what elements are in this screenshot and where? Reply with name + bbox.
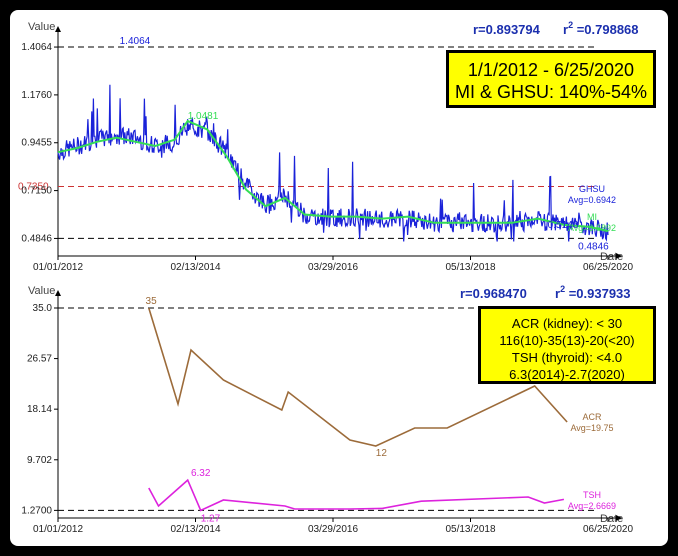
top-r-squared: r2 =0.798868 <box>563 20 639 37</box>
bottom-note-line-4: 6.3(2014)-2.7(2020) <box>509 367 625 382</box>
series-line-acr <box>148 307 568 447</box>
chart-frame: Value Date r=0.893794 r2 =0.798868 0.735… <box>10 10 668 546</box>
bottom-annotation-box: ACR (kidney): < 30 116(10)-35(13)-20(<20… <box>478 306 656 384</box>
y-tick-label: 1.1760 <box>21 90 52 101</box>
y-tick-label: 0.4846 <box>21 233 52 244</box>
series-avg-ghsu: Avg=0.6942 <box>568 195 616 205</box>
x-tick-label: 01/01/2012 <box>33 262 83 273</box>
tsh-min-label: 1.27 <box>201 513 221 524</box>
series-line-tsh <box>148 478 565 512</box>
y-axis-arrow <box>55 26 61 32</box>
y-tick-label: 18.14 <box>27 404 52 415</box>
y-tick-label: 26.57 <box>27 354 52 365</box>
x-tick-label: 06/25/2020 <box>583 262 633 273</box>
x-tick-label: 05/13/2018 <box>445 262 495 273</box>
y-tick-label: 0.9455 <box>21 138 52 149</box>
top-note-line-1: 1/1/2012 - 6/25/2020 <box>467 60 635 80</box>
series-avg-mi: Avg=0.6892 <box>568 223 616 233</box>
series-name-ghsu: GHSU <box>579 184 605 194</box>
series-name-tsh: TSH <box>583 490 601 500</box>
x-axis-arrow <box>616 515 622 521</box>
peak-value-label: 1.0481 <box>188 111 219 122</box>
tsh-max-label: 6.32 <box>191 468 211 479</box>
max-value-label: 1.4064 <box>120 36 151 47</box>
x-axis-arrow <box>616 253 622 259</box>
y-tick-label: 1.2700 <box>21 505 52 516</box>
x-tick-label: 02/13/2014 <box>170 262 220 273</box>
end-value-label: 0.5146 <box>548 220 579 231</box>
series-name-acr: ACR <box>582 412 602 422</box>
bottom-y-axis-title: Value <box>28 285 55 297</box>
series-line-ghsu <box>57 84 609 242</box>
y-tick-label: 1.4064 <box>21 42 52 53</box>
series-name-mi: MI <box>587 212 597 222</box>
x-tick-label: 03/29/2016 <box>308 524 358 535</box>
series-line-mi <box>57 119 609 233</box>
top-annotation-box: 1/1/2012 - 6/25/2020 MI & GHSU: 140%-54% <box>446 50 656 108</box>
min-value-label: 0.4846 <box>578 241 609 252</box>
top-y-axis-title: Value <box>28 21 55 33</box>
reference-line-label: 0.7350 <box>18 181 49 192</box>
acr-min-label: 12 <box>376 448 388 459</box>
y-tick-label: 0.7150 <box>21 186 52 197</box>
bottom-note-line-2: 116(10)-35(13)-20(<20) <box>499 333 635 348</box>
x-tick-label: 05/13/2018 <box>445 524 495 535</box>
series-avg-tsh: Avg=2.6669 <box>568 501 616 511</box>
top-r-value: r=0.893794 <box>473 22 541 37</box>
x-tick-label: 02/13/2014 <box>170 524 220 535</box>
chart-canvas: Value Date r=0.893794 r2 =0.798868 0.735… <box>18 20 639 535</box>
acr-max-label: 35 <box>146 296 158 307</box>
y-tick-label: 35.0 <box>33 303 53 314</box>
bottom-note-line-3: TSH (thyroid): <4.0 <box>511 350 623 365</box>
bottom-note-line-1: ACR (kidney): < 30 <box>511 316 623 331</box>
y-axis-arrow <box>55 290 61 296</box>
bottom-r-squared: r2 =0.937933 <box>555 284 631 301</box>
bottom-r-value: r=0.968470 <box>460 286 527 301</box>
top-note-line-2: MI & GHSU: 140%-54% <box>454 82 648 102</box>
x-tick-label: 01/01/2012 <box>33 524 83 535</box>
top-chart: Value Date r=0.893794 r2 =0.798868 0.735… <box>18 20 639 273</box>
x-tick-label: 03/29/2016 <box>308 262 358 273</box>
y-tick-label: 9.702 <box>27 455 52 466</box>
x-tick-label: 06/25/2020 <box>583 524 633 535</box>
series-avg-acr: Avg=19.75 <box>570 423 613 433</box>
